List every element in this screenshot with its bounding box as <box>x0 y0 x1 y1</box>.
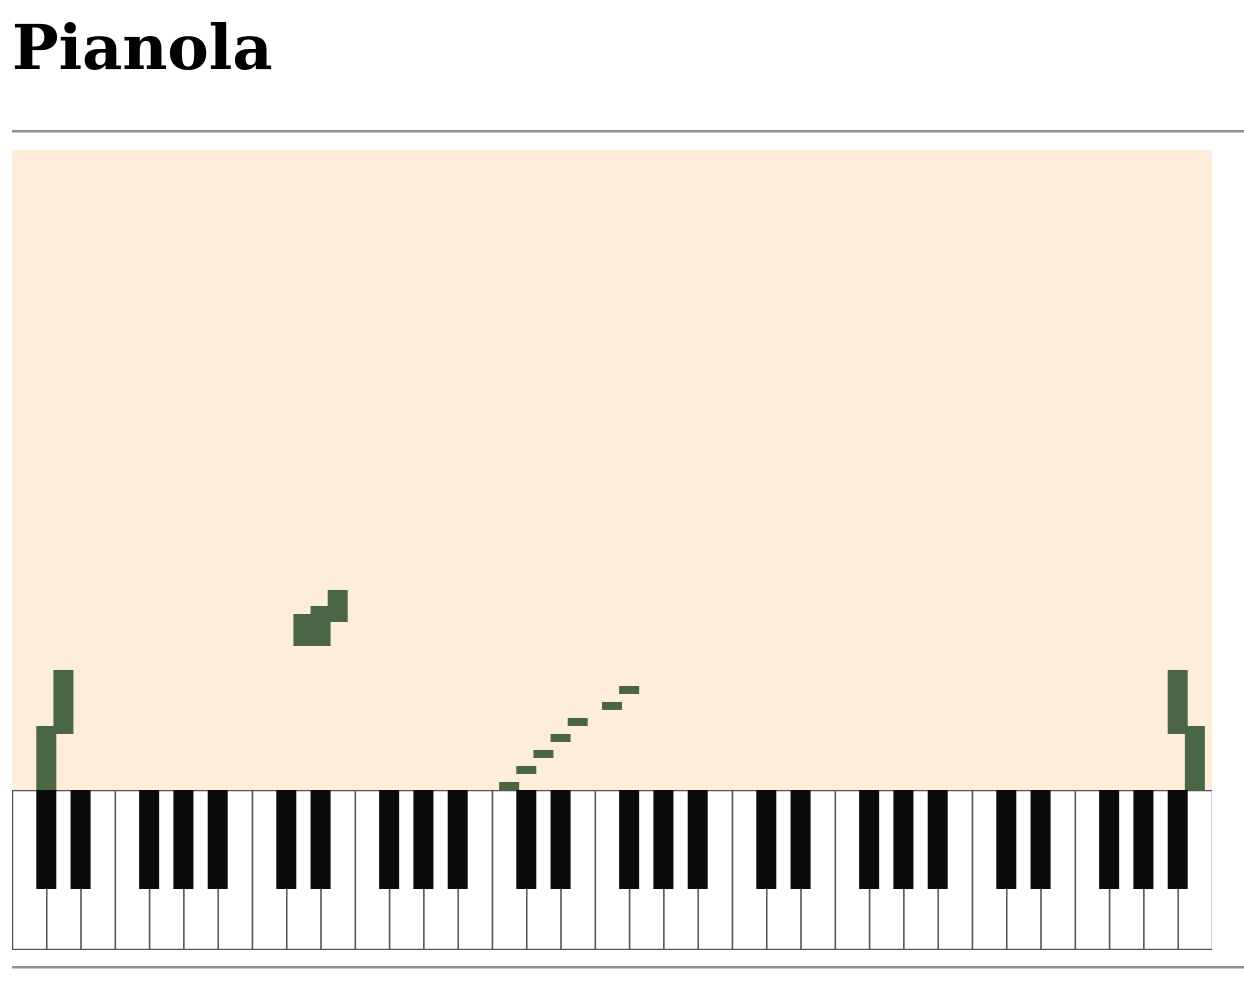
note-block[interactable] <box>53 670 74 734</box>
top-divider <box>12 130 1244 133</box>
black-key[interactable] <box>207 790 228 889</box>
black-key[interactable] <box>550 790 571 889</box>
black-key[interactable] <box>687 790 708 889</box>
note-block[interactable] <box>327 590 348 622</box>
black-key[interactable] <box>756 790 777 889</box>
black-key[interactable] <box>996 790 1017 889</box>
black-key[interactable] <box>893 790 914 889</box>
note-block[interactable] <box>36 726 57 790</box>
note-block[interactable] <box>602 702 622 710</box>
piano-roll-canvas <box>36 590 1205 790</box>
black-key[interactable] <box>173 790 194 889</box>
page-title: Pianola <box>12 11 273 84</box>
black-key[interactable] <box>1099 790 1120 889</box>
black-key[interactable] <box>70 790 91 889</box>
black-key[interactable] <box>1167 790 1188 889</box>
black-key[interactable] <box>516 790 537 889</box>
black-key[interactable] <box>413 790 434 889</box>
note-block[interactable] <box>516 766 537 774</box>
black-key[interactable] <box>653 790 674 889</box>
note-block[interactable] <box>1167 670 1188 734</box>
piano-roll[interactable] <box>12 150 1212 790</box>
note-block[interactable] <box>499 782 520 790</box>
black-key[interactable] <box>619 790 640 889</box>
black-key[interactable] <box>1030 790 1051 889</box>
black-key[interactable] <box>1133 790 1154 889</box>
black-key[interactable] <box>447 790 468 889</box>
bottom-divider <box>12 966 1244 969</box>
black-key[interactable] <box>379 790 400 889</box>
black-key[interactable] <box>276 790 297 889</box>
note-block[interactable] <box>310 606 331 646</box>
note-block[interactable] <box>550 734 571 742</box>
black-key[interactable] <box>927 790 948 889</box>
black-key[interactable] <box>36 790 57 889</box>
note-block[interactable] <box>533 750 554 758</box>
note-block[interactable] <box>293 614 314 646</box>
piano-keyboard[interactable] <box>12 790 1212 950</box>
note-block[interactable] <box>567 718 588 726</box>
piano-keyboard-canvas <box>12 790 1212 950</box>
note-block[interactable] <box>1184 726 1205 790</box>
black-key[interactable] <box>139 790 160 889</box>
black-key[interactable] <box>310 790 331 889</box>
note-block[interactable] <box>619 686 640 694</box>
black-key[interactable] <box>790 790 811 889</box>
black-key[interactable] <box>859 790 880 889</box>
